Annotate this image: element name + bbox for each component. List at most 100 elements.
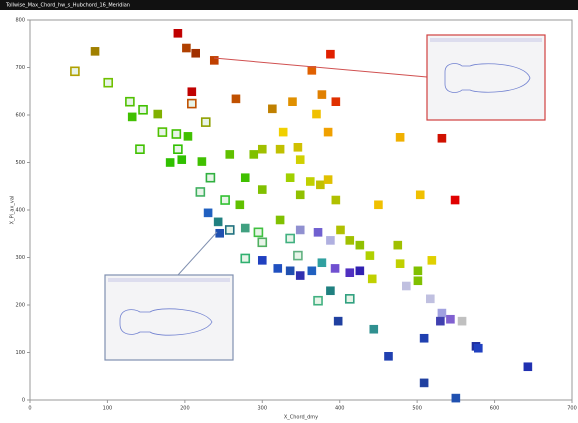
point <box>172 130 180 138</box>
point <box>126 98 134 106</box>
point <box>136 145 144 153</box>
point <box>276 216 284 224</box>
y-tick-label: 600 <box>15 113 25 119</box>
point <box>318 91 326 99</box>
point <box>474 344 482 352</box>
x-tick-label: 0 <box>28 406 31 412</box>
point <box>451 196 459 204</box>
point <box>414 267 422 275</box>
x-tick-label: 300 <box>258 406 268 412</box>
point <box>394 241 402 249</box>
x-tick-label: 600 <box>490 406 500 412</box>
point <box>206 174 214 182</box>
point <box>221 196 229 204</box>
chart-title: Tollwise_Max_Chord_hw_s_Hubchord_16_Meri… <box>5 3 130 9</box>
point <box>202 118 210 126</box>
point <box>71 67 79 75</box>
point <box>368 275 376 283</box>
y-tick-label: 500 <box>15 160 25 166</box>
point <box>188 100 196 108</box>
x-tick-label: 100 <box>103 406 113 412</box>
x-tick-label: 200 <box>180 406 190 412</box>
point <box>331 264 339 272</box>
point <box>326 50 334 58</box>
point <box>158 128 166 136</box>
inset-frame <box>105 275 233 360</box>
point <box>414 277 422 285</box>
point <box>226 226 234 234</box>
point <box>446 315 454 323</box>
point <box>104 79 112 87</box>
point <box>154 110 162 118</box>
point <box>268 105 276 113</box>
point <box>356 267 364 275</box>
point <box>296 272 304 280</box>
point <box>128 113 136 121</box>
point <box>396 260 404 268</box>
point <box>332 98 340 106</box>
point <box>250 150 258 158</box>
point <box>294 252 302 260</box>
point <box>258 145 266 153</box>
point <box>296 226 304 234</box>
point <box>366 252 374 260</box>
point <box>326 236 334 244</box>
point <box>288 98 296 106</box>
point <box>196 188 204 196</box>
point <box>426 295 434 303</box>
y-tick-label: 0 <box>22 398 25 404</box>
point <box>458 317 466 325</box>
point <box>306 178 314 186</box>
inset-header <box>108 278 230 282</box>
point <box>308 66 316 74</box>
point <box>438 134 446 142</box>
y-tick-label: 200 <box>15 303 25 309</box>
x-tick-label: 500 <box>412 406 422 412</box>
point <box>420 334 428 342</box>
point <box>332 196 340 204</box>
y-tick-label: 700 <box>15 65 25 71</box>
x-axis-title: X_Chord_dmy <box>284 415 318 421</box>
point <box>279 128 287 136</box>
point <box>294 143 302 151</box>
point <box>139 106 147 114</box>
point <box>296 191 304 199</box>
point <box>286 267 294 275</box>
point <box>258 238 266 246</box>
y-tick-label: 800 <box>15 18 25 24</box>
point <box>312 110 320 118</box>
point <box>286 235 294 243</box>
point <box>258 186 266 194</box>
inset-header <box>430 38 542 42</box>
point <box>316 181 324 189</box>
point <box>236 201 244 209</box>
point <box>178 156 186 164</box>
point <box>524 363 532 371</box>
point <box>384 352 392 360</box>
point <box>324 176 332 184</box>
point <box>336 226 344 234</box>
point <box>232 95 240 103</box>
point <box>314 228 322 236</box>
point <box>436 317 444 325</box>
point <box>438 309 446 317</box>
point <box>308 267 316 275</box>
point <box>428 256 436 264</box>
point <box>204 209 212 217</box>
point <box>241 254 249 262</box>
x-tick-label: 700 <box>567 406 577 412</box>
y-tick-label: 100 <box>15 350 25 356</box>
point <box>286 174 294 182</box>
point <box>216 229 224 237</box>
point <box>318 259 326 267</box>
point <box>452 394 460 402</box>
x-tick-label: 400 <box>335 406 345 412</box>
point <box>276 145 284 153</box>
point <box>198 158 206 166</box>
point <box>396 133 404 141</box>
y-tick-label: 300 <box>15 255 25 261</box>
point <box>346 236 354 244</box>
point <box>241 224 249 232</box>
point <box>241 174 249 182</box>
point <box>402 282 410 290</box>
